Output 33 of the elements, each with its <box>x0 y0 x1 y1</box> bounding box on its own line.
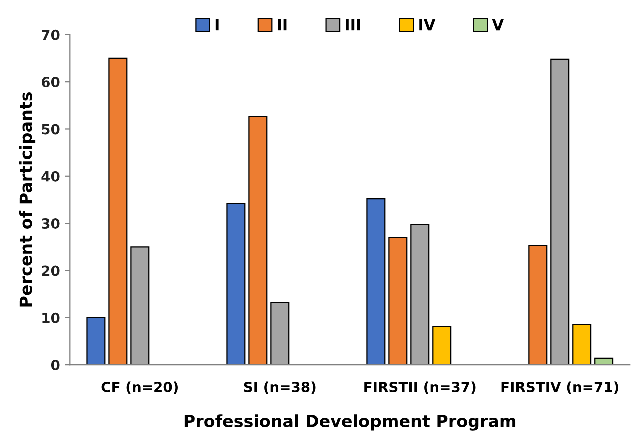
bar <box>432 326 452 366</box>
bar <box>410 224 430 366</box>
y-tick-label: 40 <box>42 171 60 182</box>
legend-label: II <box>278 19 287 31</box>
y-tick-label: 60 <box>42 77 60 88</box>
legend-label: IV <box>420 19 436 31</box>
x-tick-label: SI (n=38) <box>244 382 316 394</box>
y-axis-title: Percent of Participants <box>19 92 36 307</box>
y-tick-label: 10 <box>42 312 60 324</box>
bar <box>388 237 408 366</box>
y-tick-label: 70 <box>42 30 60 40</box>
y-tick-label: 50 <box>42 124 60 135</box>
legend-label: III <box>346 19 360 31</box>
bar <box>366 198 386 366</box>
x-tick-label: CF (n=20) <box>102 382 178 394</box>
bar <box>108 58 128 366</box>
bar <box>226 203 246 366</box>
bar <box>572 324 592 366</box>
y-tick-label: 0 <box>51 360 60 371</box>
x-axis-title: Professional Development Program <box>184 414 516 431</box>
y-tick-label: 20 <box>42 266 60 276</box>
bar <box>130 246 150 366</box>
legend-label: I <box>216 19 219 31</box>
bar <box>550 58 570 366</box>
y-tick-label: 30 <box>42 218 60 230</box>
x-tick-label: FIRSTIV (n=71) <box>502 382 618 394</box>
bar <box>528 245 548 366</box>
bar <box>594 358 614 366</box>
legend-label: V <box>492 19 504 31</box>
bar <box>86 317 106 366</box>
x-tick-label: FIRSTII (n=37) <box>364 382 476 394</box>
bar <box>248 116 268 366</box>
bar <box>270 302 290 366</box>
